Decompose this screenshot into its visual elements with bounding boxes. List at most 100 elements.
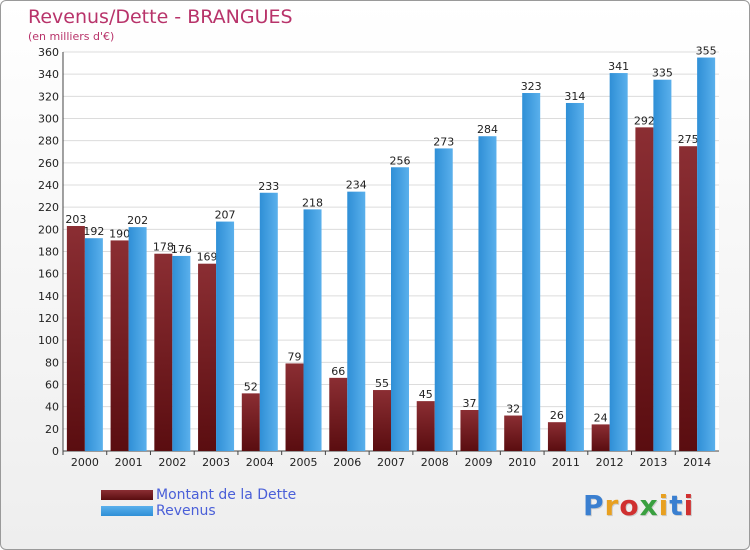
logo-letter: t [669, 489, 684, 522]
data-label: 192 [83, 225, 104, 238]
data-label: 256 [390, 154, 411, 167]
y-tick-label: 80 [45, 356, 59, 369]
bar-revenus [216, 221, 235, 451]
bar-revenus [697, 57, 716, 452]
y-tick-label: 220 [38, 201, 59, 214]
bar-dette [635, 127, 654, 451]
y-tick-label: 100 [38, 334, 59, 347]
logo-letter: x [639, 489, 659, 522]
bar-revenus [653, 79, 672, 451]
y-tick-label: 20 [45, 423, 59, 436]
bar-revenus [478, 136, 497, 451]
data-label: 55 [375, 377, 389, 390]
data-label: 275 [678, 133, 699, 146]
data-label: 202 [127, 214, 148, 227]
y-tick-label: 180 [38, 246, 59, 259]
data-label: 314 [564, 90, 585, 103]
bar-dette [110, 240, 129, 451]
logo-letter: i [683, 489, 695, 522]
y-tick-label: 140 [38, 290, 59, 303]
bar-dette [373, 390, 391, 451]
data-label: 66 [331, 365, 345, 378]
bar-dette [416, 401, 435, 451]
legend-label-revenus: Revenus [156, 503, 216, 519]
bar-chart: 0 20 40 60 80 100 120 140 160 180 200 220 240 260 280 3… [38, 45, 719, 469]
logo-letter: r [604, 489, 620, 522]
data-label: 273 [433, 135, 454, 148]
bar-dette [198, 263, 217, 451]
x-tick-label: 2005 [290, 456, 318, 469]
data-label: 233 [258, 180, 279, 193]
data-label: 32 [506, 403, 520, 416]
bar-revenus [522, 93, 541, 451]
x-tick-label: 2008 [421, 456, 449, 469]
data-label: 203 [65, 213, 86, 226]
data-label: 178 [153, 241, 174, 254]
logo-letter: i [658, 489, 670, 522]
logo-letter: P [583, 489, 605, 522]
x-tick-label: 2009 [464, 456, 492, 469]
y-tick-label: 40 [45, 401, 59, 414]
data-label: 26 [550, 409, 564, 422]
x-tick-label: 2000 [71, 456, 99, 469]
data-label: 45 [419, 388, 433, 401]
bar-dette [66, 226, 85, 451]
data-label: 79 [288, 350, 302, 363]
data-label: 218 [302, 196, 323, 209]
data-label: 24 [594, 411, 608, 424]
x-tick-label: 2014 [683, 456, 711, 469]
proxiti-logo: Proxiti [583, 489, 694, 522]
x-tick-label: 2004 [246, 456, 274, 469]
bar-revenus [259, 192, 278, 451]
bar-revenus [391, 167, 409, 451]
y-tick-label: 260 [38, 157, 59, 170]
x-tick-label: 2007 [377, 456, 405, 469]
y-tick-label: 360 [38, 46, 59, 59]
bar-dette [154, 253, 173, 451]
data-label: 234 [346, 179, 367, 192]
legend-swatch-dette [101, 490, 153, 500]
x-tick-label: 2006 [333, 456, 361, 469]
data-label: 292 [634, 114, 655, 127]
y-tick-label: 60 [45, 379, 59, 392]
x-tick-label: 2011 [552, 456, 580, 469]
x-tick-label: 2003 [202, 456, 230, 469]
x-tick-label: 2001 [115, 456, 143, 469]
bar-dette [504, 415, 523, 451]
x-tick-label: 2010 [508, 456, 536, 469]
data-label: 207 [215, 209, 236, 222]
y-tick-label: 160 [38, 268, 59, 281]
chart-subtitle: (en milliers d'€) [28, 30, 115, 43]
logo-letter: o [619, 489, 640, 522]
y-tick-label: 120 [38, 312, 59, 325]
bar-revenus [347, 191, 366, 451]
data-label: 176 [171, 243, 192, 256]
data-label: 341 [608, 60, 629, 73]
data-label: 335 [652, 67, 673, 80]
bar-dette [241, 393, 260, 451]
bar-revenus [565, 102, 584, 451]
legend-label-dette: Montant de la Dette [156, 487, 297, 503]
data-label: 323 [521, 80, 542, 93]
bar-dette [591, 424, 610, 451]
data-label: 355 [696, 45, 717, 58]
y-tick-label: 200 [38, 223, 59, 236]
bar-revenus [172, 255, 191, 451]
data-label: 284 [477, 123, 498, 136]
bar-revenus [609, 73, 628, 451]
x-tick-label: 2012 [596, 456, 624, 469]
y-tick-label: 240 [38, 179, 59, 192]
x-tick-label: 2002 [158, 456, 186, 469]
y-tick-label: 340 [38, 68, 59, 81]
data-label: 52 [244, 380, 258, 393]
y-tick-label: 300 [38, 113, 59, 126]
bar-revenus [434, 148, 453, 452]
data-label: 169 [197, 251, 218, 264]
chart-title: Revenus/Dette - BRANGUES [28, 6, 293, 28]
bar-dette [460, 409, 479, 451]
bar-revenus [303, 209, 322, 451]
y-tick-label: 280 [38, 135, 59, 148]
x-tick-label: 2013 [639, 456, 667, 469]
legend-swatch-revenus [101, 506, 153, 516]
